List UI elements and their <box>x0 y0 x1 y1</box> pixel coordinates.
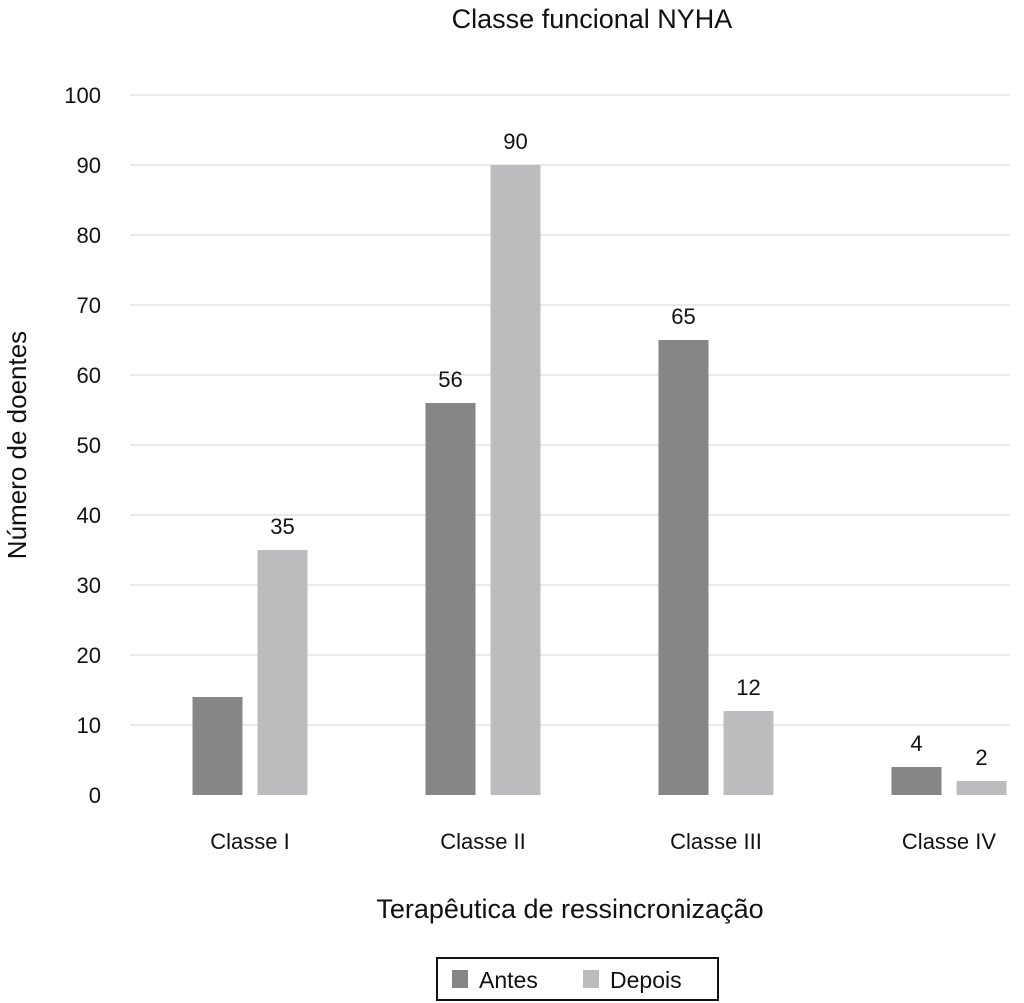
legend-box <box>436 957 719 1001</box>
data-label: 12 <box>736 675 760 700</box>
bar-antes <box>192 697 243 795</box>
y-tick-label: 50 <box>77 433 101 458</box>
bars: 35 56 90 65 12 4 2 <box>192 129 1007 795</box>
chart-title: Classe funcional NYHA <box>452 4 733 34</box>
bar-depois <box>257 550 308 795</box>
legend-swatch-antes <box>452 970 468 988</box>
data-label: 90 <box>503 129 527 154</box>
y-tick-label: 80 <box>77 223 101 248</box>
y-tick-label: 40 <box>77 503 101 528</box>
data-label: 35 <box>270 514 294 539</box>
x-tick-label: Classe I <box>210 829 289 854</box>
bar-antes <box>425 403 476 795</box>
y-axis-ticks: 0 10 20 30 40 50 60 70 80 90 100 <box>64 83 101 808</box>
y-tick-label: 70 <box>77 293 101 318</box>
legend-swatch-depois <box>583 970 599 988</box>
y-tick-label: 20 <box>77 643 101 668</box>
legend: Antes Depois <box>436 957 719 1001</box>
y-tick-label: 0 <box>89 783 101 808</box>
data-label: 4 <box>910 731 922 756</box>
x-tick-label: Classe II <box>440 829 526 854</box>
y-tick-label: 100 <box>64 83 101 108</box>
y-axis-title: Número de doentes <box>2 331 32 559</box>
x-tick-label: Classe IV <box>902 829 996 854</box>
data-label: 65 <box>671 304 695 329</box>
bar-antes <box>891 767 942 795</box>
y-tick-label: 90 <box>77 153 101 178</box>
legend-label: Depois <box>610 967 682 993</box>
y-tick-label: 60 <box>77 363 101 388</box>
y-tick-label: 10 <box>77 713 101 738</box>
bar-depois <box>956 781 1007 795</box>
bar-antes <box>658 340 709 795</box>
bar-depois <box>490 165 541 795</box>
x-axis-ticks: Classe I Classe II Classe III Classe IV <box>210 829 996 854</box>
x-tick-label: Classe III <box>670 829 762 854</box>
y-tick-label: 30 <box>77 573 101 598</box>
legend-label: Antes <box>479 967 538 993</box>
data-label: 2 <box>975 745 987 770</box>
data-label: 56 <box>438 367 462 392</box>
bar-depois <box>723 711 774 795</box>
x-axis-title: Terapêutica de ressincronização <box>376 894 763 924</box>
